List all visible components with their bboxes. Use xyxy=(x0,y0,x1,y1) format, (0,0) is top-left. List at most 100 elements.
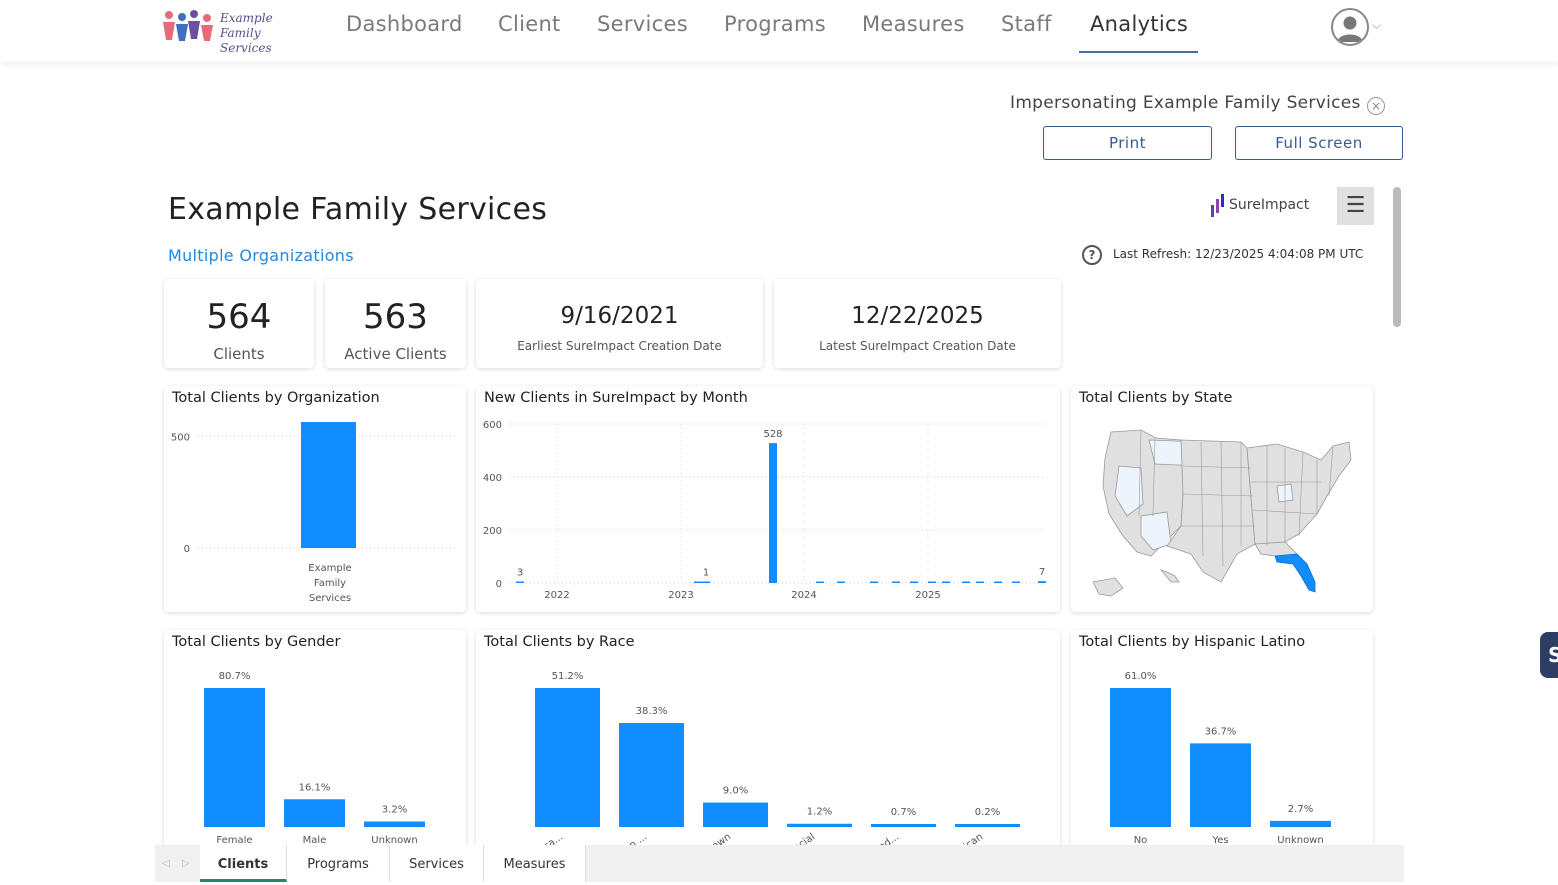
user-avatar[interactable] xyxy=(1331,8,1369,46)
x-tick-label: 2025 xyxy=(915,590,940,601)
data-label: 80.7% xyxy=(219,671,251,682)
data-label: 9.0% xyxy=(723,786,748,797)
kpi-label: Active Clients xyxy=(344,345,447,363)
chart-card-clients-by-organization: Total Clients by Organization 0 500 Exampl… xyxy=(164,386,466,612)
data-label: 7 xyxy=(1039,567,1045,578)
chart-card-clients-by-hispanic-latino: Total Clients by Hispanic Latino 61.0% No… xyxy=(1071,630,1373,850)
bar xyxy=(204,688,265,827)
full-screen-button[interactable]: Full Screen xyxy=(1235,126,1403,160)
report-menu-button[interactable]: ☰ xyxy=(1337,187,1374,225)
month-chart: 0 200 400 600 2022 2023 2024 2025 3 1 528 7 xyxy=(483,420,1046,601)
x-tick-label: 2024 xyxy=(791,590,816,601)
hispanic-chart: 61.0% No 36.7% Yes 2.7% Unknown xyxy=(1110,671,1331,846)
data-label: 1.2% xyxy=(807,807,832,818)
report-title: Example Family Services xyxy=(168,192,548,227)
bar xyxy=(1110,688,1171,827)
gender-chart: 80.7% Female 16.1% Male 3.2% Unknown xyxy=(204,671,425,846)
chart-title: Total Clients by State xyxy=(1079,390,1233,406)
brand-line-1: Example xyxy=(220,11,273,25)
bar xyxy=(871,824,936,827)
user-icon xyxy=(1337,16,1363,42)
org-chart: 0 500 Example Family Services xyxy=(171,422,456,604)
x-tick-label: Family xyxy=(314,578,346,589)
bar xyxy=(870,581,878,583)
data-label: 1 xyxy=(703,568,709,579)
x-tick-label: No xyxy=(1134,835,1148,846)
nav-services[interactable]: Services xyxy=(597,12,688,36)
next-page-icon[interactable]: ▷ xyxy=(182,858,190,869)
kpi-card-active-clients: 563 Active Clients xyxy=(325,279,466,368)
bar xyxy=(535,688,600,827)
bar xyxy=(976,581,984,583)
tab-measures[interactable]: Measures xyxy=(484,845,586,882)
map-hawaii xyxy=(1159,569,1180,583)
bar xyxy=(1012,581,1020,583)
x-tick-label: Example xyxy=(308,563,351,574)
data-label: 61.0% xyxy=(1125,671,1157,682)
x-tick-label: 2022 xyxy=(544,590,569,601)
us-state-map[interactable] xyxy=(1071,386,1373,612)
chart-title: Total Clients by Gender xyxy=(172,634,341,650)
close-impersonation-icon[interactable]: × xyxy=(1367,97,1385,115)
bar xyxy=(787,823,852,827)
x-tick-label: Yes xyxy=(1211,835,1228,846)
kpi-card-earliest-date: 9/16/2021 Earliest SureImpact Creation D… xyxy=(476,279,763,368)
y-tick-label: 0 xyxy=(496,579,502,590)
bar xyxy=(837,581,845,583)
bar xyxy=(703,802,768,827)
nav-analytics[interactable]: Analytics xyxy=(1090,12,1189,36)
tab-services[interactable]: Services xyxy=(390,845,484,882)
previous-page-icon[interactable]: ◁ xyxy=(162,858,170,869)
nav-dashboard[interactable]: Dashboard xyxy=(346,12,463,36)
data-label: 528 xyxy=(763,429,782,440)
bar xyxy=(301,422,356,548)
data-label: 3.2% xyxy=(382,804,407,815)
kpi-value: 563 xyxy=(363,297,428,337)
x-tick-label: Unknown xyxy=(1277,835,1323,846)
data-label: 38.3% xyxy=(636,706,668,717)
tab-clients[interactable]: Clients xyxy=(200,845,287,882)
brand-name: Example Family Services xyxy=(220,11,305,56)
side-panel-tab[interactable]: S xyxy=(1540,632,1558,678)
kpi-label: Latest SureImpact Creation Date xyxy=(819,339,1016,353)
bar xyxy=(619,723,684,827)
nav-staff[interactable]: Staff xyxy=(1001,12,1052,36)
family-figures-icon xyxy=(163,10,213,41)
x-tick-label: 2023 xyxy=(668,590,693,601)
chart-card-clients-by-gender: Total Clients by Gender 80.7% Female 16.1%… xyxy=(164,630,466,850)
brand-line-2: Family Services xyxy=(220,26,272,55)
print-button[interactable]: Print xyxy=(1043,126,1212,160)
data-label: 51.2% xyxy=(552,671,584,682)
nav-active-indicator xyxy=(1079,51,1198,53)
bar xyxy=(1270,820,1331,827)
nav-programs[interactable]: Programs xyxy=(724,12,826,36)
chart-card-clients-by-race: Total Clients by Race 51.2%White/Cauca..… xyxy=(476,630,1060,850)
nav-client[interactable]: Client xyxy=(498,12,561,36)
bar xyxy=(769,443,777,583)
bar xyxy=(364,821,425,827)
bar xyxy=(955,824,1020,827)
chevron-down-icon[interactable]: ⌵ xyxy=(1372,18,1382,32)
map-state-florida xyxy=(1274,553,1316,593)
sureimpact-brand: SureImpact xyxy=(1229,197,1310,213)
x-tick-label: Male xyxy=(303,835,327,846)
x-tick-label: Services xyxy=(309,593,351,604)
report-scrollbar[interactable] xyxy=(1393,187,1401,327)
data-label: 2.7% xyxy=(1288,804,1313,815)
bar xyxy=(994,581,1002,583)
bar xyxy=(1038,581,1046,583)
brand-logo[interactable]: Example Family Services xyxy=(160,8,305,55)
nav-measures[interactable]: Measures xyxy=(862,12,965,36)
x-tick-label: Unknown xyxy=(371,835,417,846)
tab-programs[interactable]: Programs xyxy=(287,845,390,882)
chart-card-clients-by-state: Total Clients by State xyxy=(1071,386,1373,612)
chart-title: New Clients in SureImpact by Month xyxy=(484,390,748,406)
bar xyxy=(702,581,710,583)
impersonation-text: Impersonating Example Family Services xyxy=(1010,93,1361,113)
chart-title: Total Clients by Organization xyxy=(172,390,380,406)
help-icon[interactable]: ? xyxy=(1082,245,1102,265)
organization-filter[interactable]: Multiple Organizations xyxy=(168,246,354,265)
bar xyxy=(694,581,702,583)
bar xyxy=(892,581,900,583)
y-tick-label: 600 xyxy=(483,420,502,431)
